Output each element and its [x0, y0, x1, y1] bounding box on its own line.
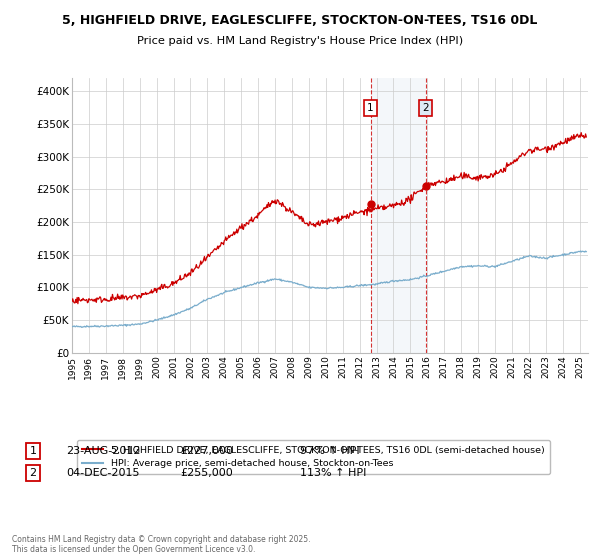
Text: 2: 2 — [422, 103, 429, 113]
Legend: 5, HIGHFIELD DRIVE, EAGLESCLIFFE, STOCKTON-ON-TEES, TS16 0DL (semi-detached hous: 5, HIGHFIELD DRIVE, EAGLESCLIFFE, STOCKT… — [77, 440, 550, 474]
Bar — [371, 78, 426, 353]
Text: 2: 2 — [29, 468, 37, 478]
Text: 97% ↑ HPI: 97% ↑ HPI — [300, 446, 359, 456]
Text: 1: 1 — [29, 446, 37, 456]
Text: £227,000: £227,000 — [180, 446, 233, 456]
Text: £255,000: £255,000 — [180, 468, 233, 478]
Text: 04-DEC-2015: 04-DEC-2015 — [66, 468, 139, 478]
Text: 113% ↑ HPI: 113% ↑ HPI — [300, 468, 367, 478]
Text: Price paid vs. HM Land Registry's House Price Index (HPI): Price paid vs. HM Land Registry's House … — [137, 36, 463, 46]
Text: 1: 1 — [367, 103, 374, 113]
Text: 5, HIGHFIELD DRIVE, EAGLESCLIFFE, STOCKTON-ON-TEES, TS16 0DL: 5, HIGHFIELD DRIVE, EAGLESCLIFFE, STOCKT… — [62, 14, 538, 27]
Text: Contains HM Land Registry data © Crown copyright and database right 2025.
This d: Contains HM Land Registry data © Crown c… — [12, 535, 311, 554]
Text: 23-AUG-2012: 23-AUG-2012 — [66, 446, 140, 456]
